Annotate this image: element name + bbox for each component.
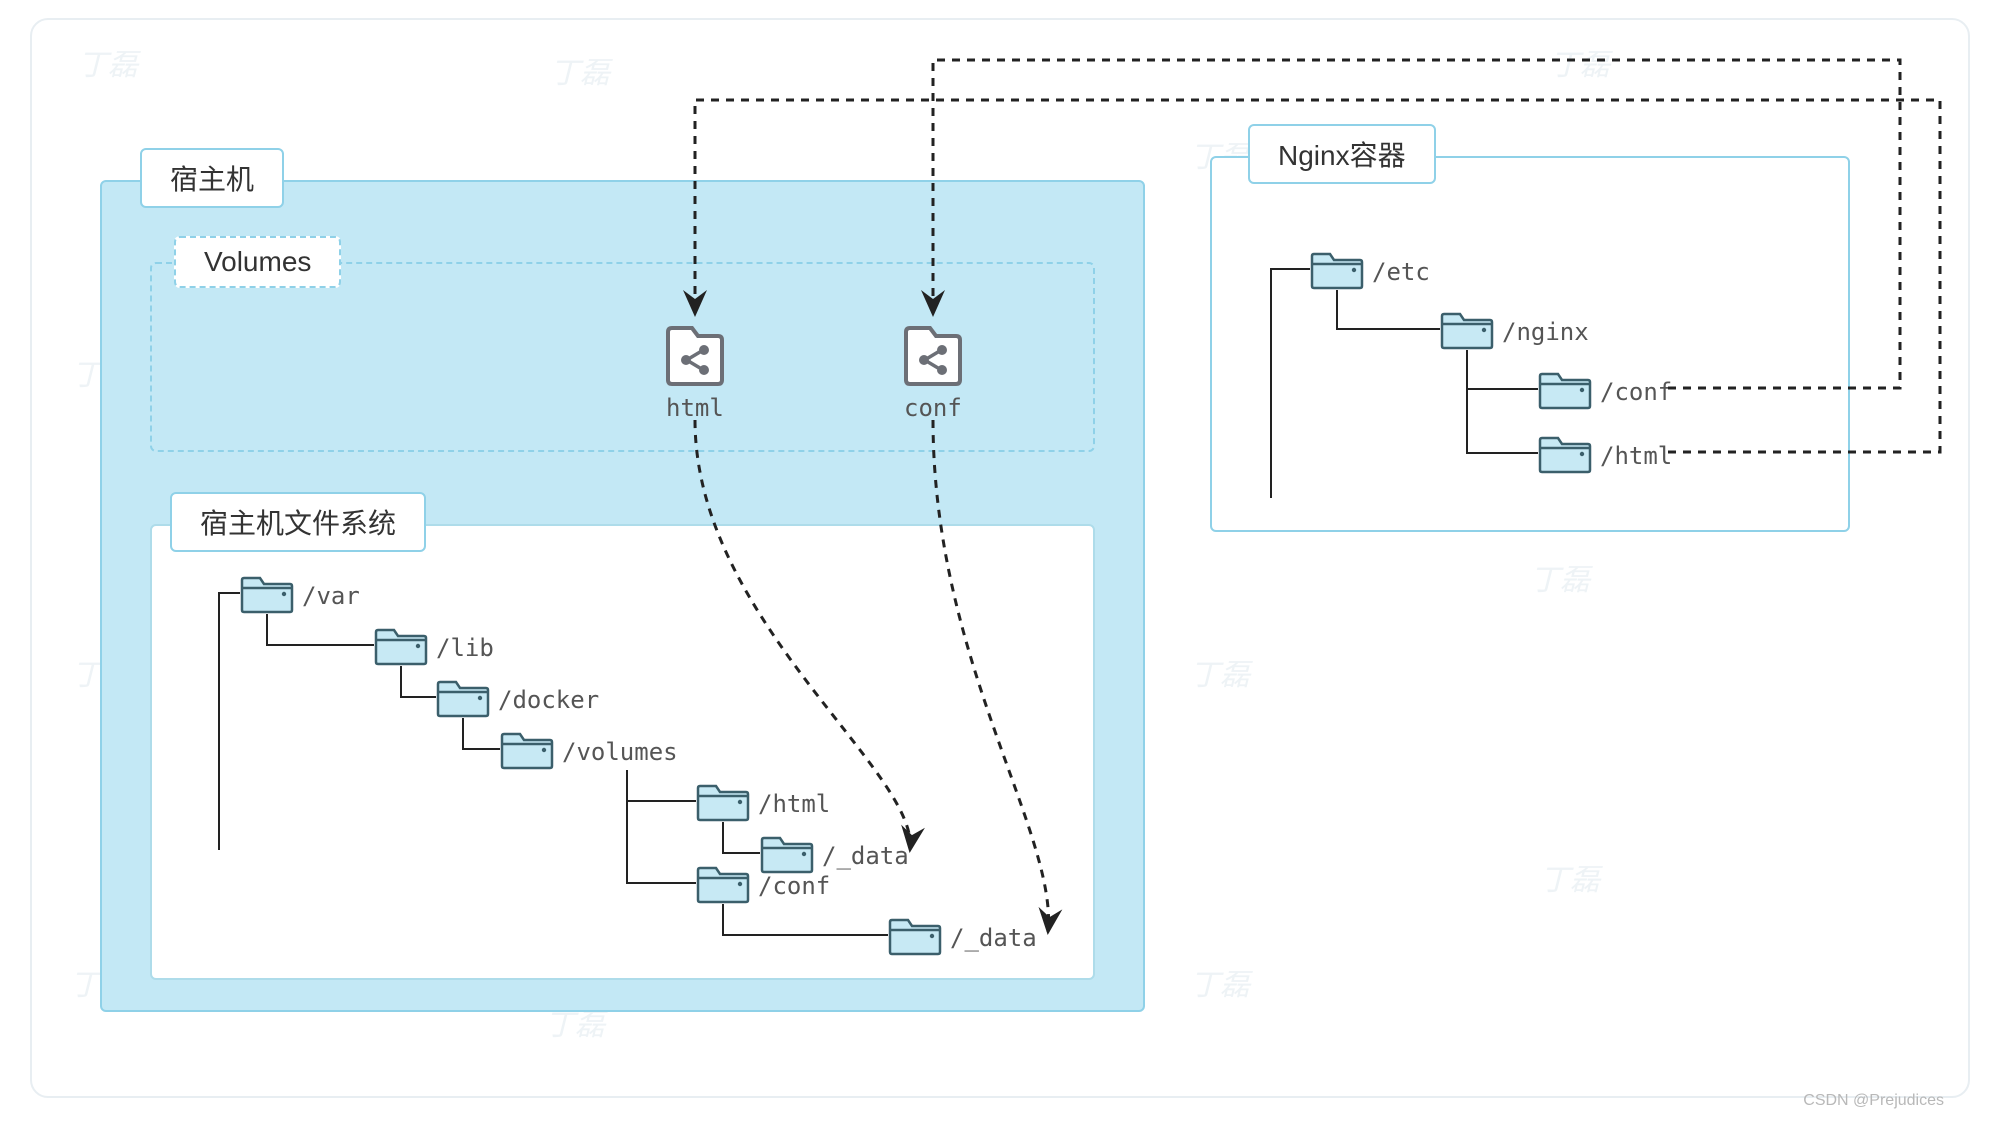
volume-html-icon [660,320,730,390]
folder-icon-volumes [500,728,554,770]
folder-icon-conf [696,862,750,904]
folder-label-html: /html [758,790,830,818]
diagram-canvas: 丁磊丁磊丁磊丁磊丁磊丁磊丁磊丁磊丁磊丁磊丁磊丁磊丁磊丁磊丁磊 宿主机 Volum… [0,0,2000,1128]
volume-conf-icon [898,320,968,390]
folder-label-docker: /docker [498,686,599,714]
folder-label-etc: /etc [1372,258,1430,286]
credit-text: CSDN @Prejudices [1803,1092,1944,1110]
folder-icon-lib [374,624,428,666]
folder-label-conf: /conf [1600,378,1672,406]
volume-html-label: html [666,394,724,422]
nginx-title: Nginx容器 [1248,124,1436,184]
folder-icon-nginx [1440,308,1494,350]
folder-icon-html [696,780,750,822]
folder-icon-conf [1538,368,1592,410]
folder-label-html: /html [1600,442,1672,470]
folder-label-conf: /conf [758,872,830,900]
folder-label-var: /var [302,582,360,610]
host-title: 宿主机 [140,148,284,208]
volume-conf-label: conf [904,394,962,422]
folder-label-data2: /_data [950,924,1037,952]
folder-label-data1: /_data [822,842,909,870]
volumes-title: Volumes [174,236,341,288]
folder-icon-data1 [760,832,814,874]
folder-icon-docker [436,676,490,718]
host-fs-title: 宿主机文件系统 [170,492,426,552]
folder-icon-var [240,572,294,614]
folder-icon-etc [1310,248,1364,290]
folder-label-nginx: /nginx [1502,318,1589,346]
folder-icon-data2 [888,914,942,956]
folder-label-volumes: /volumes [562,738,678,766]
folder-icon-html [1538,432,1592,474]
folder-label-lib: /lib [436,634,494,662]
